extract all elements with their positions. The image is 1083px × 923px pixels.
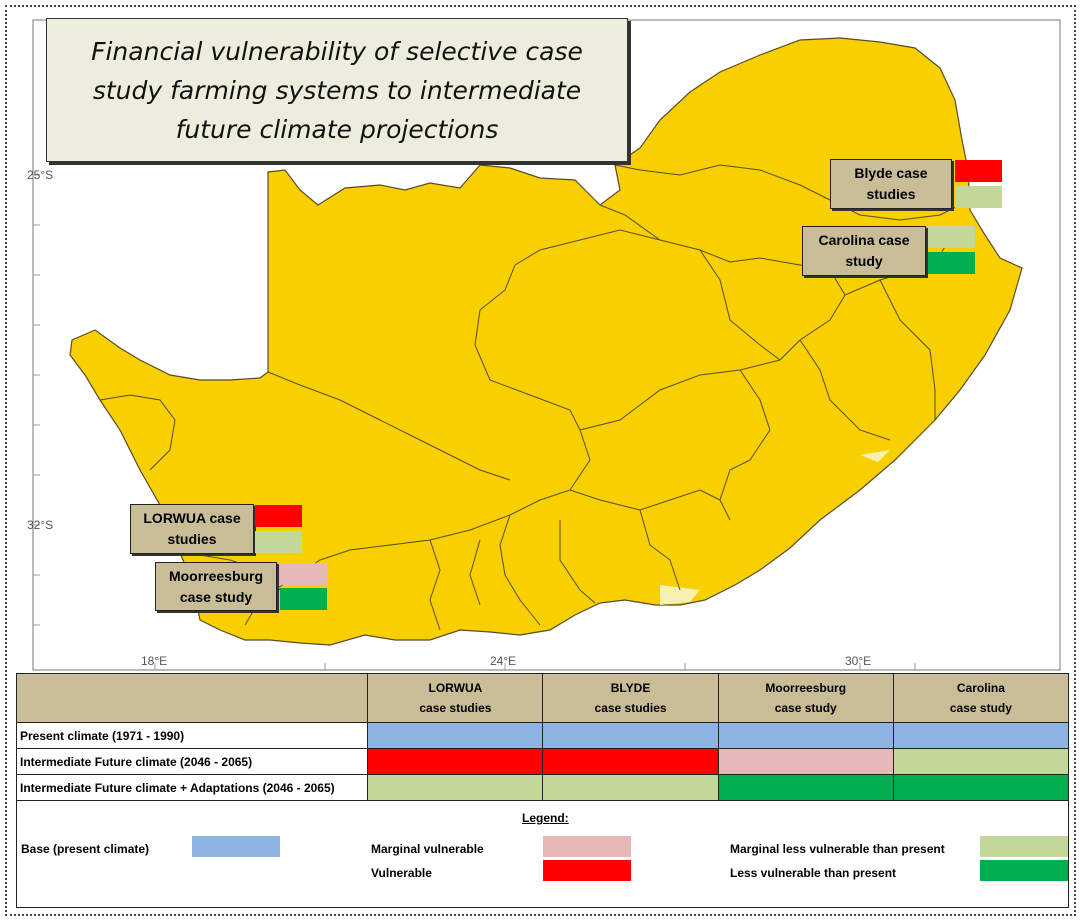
lon-label-24e: 24°E [490, 654, 517, 668]
table-row-adaptations: Intermediate Future climate + Adaptation… [15, 774, 1070, 801]
row-label: Present climate (1971 - 1990) [15, 722, 369, 749]
table-cell [367, 774, 544, 801]
site-name-blyde: Blyde case studies [854, 165, 928, 202]
legend-swatch-less-vulnerable [980, 860, 1068, 881]
column-header-line2: case study [949, 701, 1012, 715]
swatch-blyde-future [955, 160, 1002, 182]
swatch-moorreesburg-adapted [280, 588, 327, 610]
table-row-present: Present climate (1971 - 1990) [15, 722, 1070, 749]
legend-label-marginal-less-vulnerable: Marginal less vulnerable than present [730, 842, 945, 856]
site-label-carolina: Carolina case study [802, 226, 926, 276]
legend-swatch-base [192, 836, 280, 857]
swatch-moorreesburg-future [280, 563, 327, 585]
column-header-blyde: BLYDE case studies [542, 673, 719, 723]
table-cell [892, 748, 1070, 775]
table-cell [717, 722, 894, 749]
column-header-line1: Moorreesburg [765, 681, 847, 695]
legend-swatch-marginal-vulnerable [543, 836, 631, 857]
table-cell [892, 722, 1070, 749]
site-label-moorreesburg: Moorreesburg case study [155, 562, 277, 611]
table-corner-cell [15, 673, 369, 723]
column-header-line1: BLYDE [610, 681, 651, 695]
map-title-box: Financial vulnerability of selective cas… [46, 18, 628, 162]
legend-swatch-marginal-less-vulnerable [980, 836, 1068, 857]
table-cell [367, 748, 544, 775]
swatch-carolina-future [928, 226, 975, 248]
column-header-line1: LORWUA [428, 681, 483, 695]
legend-heading: Legend: [522, 811, 569, 825]
site-name-moorreesburg: Moorreesburg case study [168, 567, 264, 605]
lat-label-32s: 32°S [27, 518, 54, 532]
row-label: Intermediate Future climate + Adaptation… [15, 774, 369, 801]
table-cell [542, 774, 719, 801]
country-outline [69, 37, 1023, 646]
swatch-carolina-adapted [928, 252, 975, 274]
map-graticule-ticks [33, 174, 916, 670]
column-header-moorreesburg: Moorreesburg case study [717, 673, 894, 723]
lat-label-25s: 25°S [27, 168, 54, 182]
column-header-line2: case studies [419, 701, 492, 715]
column-header-lorwua: LORWUA case studies [367, 673, 544, 723]
table-cell [892, 774, 1070, 801]
swatch-blyde-adapted [955, 186, 1002, 208]
legend-swatch-vulnerable [543, 860, 631, 881]
coastal-shading [660, 450, 890, 605]
table-cell [542, 722, 719, 749]
column-header-line1: Carolina [956, 681, 1005, 695]
column-header-line2: case studies [594, 701, 667, 715]
table-header-row: LORWUA case studies BLYDE case studies Moo… [15, 673, 1070, 723]
site-label-lorwua: LORWUA case studies [130, 504, 254, 554]
site-name-lorwua: LORWUA case studies [143, 510, 241, 547]
lon-label-30e: 30°E [845, 654, 872, 668]
table-cell [367, 722, 544, 749]
site-name-carolina: Carolina case study [818, 232, 910, 269]
vulnerability-table: LORWUA case studies BLYDE case studies Moo… [15, 673, 1070, 801]
table-cell [717, 748, 894, 775]
column-header-line2: case study [774, 701, 837, 715]
legend: Legend: Base (present climate) Marginal … [16, 800, 1069, 908]
swatch-lorwua-adapted [255, 531, 302, 553]
legend-label-base: Base (present climate) [21, 842, 150, 856]
swatch-lorwua-future [255, 505, 302, 527]
lon-label-18e: 18°E [141, 654, 168, 668]
column-header-carolina: Carolina case study [892, 673, 1070, 723]
legend-label-vulnerable: Vulnerable [371, 866, 432, 880]
table-row-future: Intermediate Future climate (2046 - 2065… [15, 748, 1070, 775]
row-label: Intermediate Future climate (2046 - 2065… [15, 748, 369, 775]
table-cell [717, 774, 894, 801]
map-title: Financial vulnerability of selective cas… [91, 36, 583, 144]
legend-label-less-vulnerable: Less vulnerable than present [730, 866, 897, 880]
legend-label-marginal-vulnerable: Marginal vulnerable [371, 842, 484, 856]
table-cell [542, 748, 719, 775]
site-label-blyde: Blyde case studies [830, 159, 952, 209]
figure-frame [5, 5, 1076, 916]
